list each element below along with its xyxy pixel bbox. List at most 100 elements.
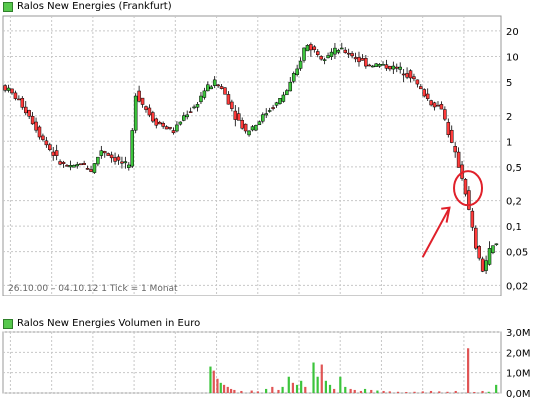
volume-legend: Ralos New Energies Volumen in Euro (3, 317, 200, 331)
price-legend-label: Ralos New Energies (Frankfurt) (17, 1, 172, 12)
volume-y-tick-label: 2,0M (506, 348, 531, 359)
volume-bar (376, 390, 379, 393)
candle-body (30, 116, 35, 125)
candle-body (432, 102, 437, 108)
candle-body (477, 246, 481, 259)
candle-body (336, 50, 341, 53)
volume-bar (438, 391, 441, 393)
candle-body (374, 63, 378, 67)
candle-body (151, 112, 155, 122)
volume-bar (216, 378, 219, 393)
candle-body (267, 110, 272, 112)
volume-bar (344, 386, 347, 393)
candle-body (319, 56, 323, 60)
volume-y-tick-label: 1,0M (506, 369, 531, 380)
date-range-info: 26.10.00 – 04.10.12 1 Tick = 1 Monat (8, 284, 178, 294)
candle-body (113, 157, 117, 162)
candle-body (127, 164, 131, 168)
candle-body (157, 121, 162, 125)
candle-body (429, 100, 433, 106)
candle-body (34, 121, 38, 131)
candle-body (68, 165, 73, 168)
volume-bar (219, 382, 222, 393)
candle-body (223, 87, 227, 95)
volume-bar (359, 390, 363, 393)
candle-body (278, 98, 282, 104)
price-legend: Ralos New Energies (Frankfurt) (3, 0, 172, 14)
candle-body (388, 66, 392, 70)
volume-plot-area (2, 331, 502, 394)
candle-body (175, 124, 179, 132)
candle-body (370, 65, 375, 68)
candle-body (92, 163, 97, 173)
volume-bar (487, 391, 490, 393)
candle-body (264, 113, 268, 116)
candle-body (212, 79, 217, 86)
candle-body (446, 122, 451, 135)
candle-body (51, 151, 55, 156)
volume-bar (271, 386, 274, 393)
candle-body (164, 126, 169, 130)
candle-body (154, 118, 159, 126)
candle-body (350, 53, 354, 57)
candle-body (109, 154, 114, 159)
volume-bar (226, 386, 229, 393)
candle-body (494, 243, 499, 246)
y-tick-label: 0,5 (506, 163, 522, 174)
candle-body (120, 161, 124, 164)
candle-body (305, 45, 310, 52)
candle-body (302, 47, 306, 61)
candle-body (353, 57, 358, 60)
volume-bar (281, 386, 284, 393)
candle-body (436, 104, 440, 107)
candle-body (147, 107, 152, 116)
candle-body (20, 98, 25, 108)
candle-body (99, 150, 104, 156)
candle-body (178, 121, 183, 125)
candle-body (185, 114, 189, 118)
volume-bar (405, 391, 408, 393)
candle-body (13, 92, 18, 99)
candle-body (367, 64, 372, 67)
volume-bars (209, 348, 498, 393)
candle-body (230, 101, 234, 109)
candle-body (405, 73, 409, 78)
volume-bar (446, 391, 449, 393)
volume-bar (396, 391, 400, 393)
candle-body (398, 66, 402, 70)
volume-legend-swatch (3, 319, 13, 329)
volume-bar (316, 376, 319, 393)
candle-body (377, 64, 382, 67)
candle-body (298, 60, 303, 69)
candle-body (182, 115, 186, 121)
candle-body (219, 86, 224, 89)
candle-body (209, 86, 214, 90)
volume-bar (295, 384, 299, 393)
candle-body (439, 104, 444, 110)
volume-bar (339, 376, 342, 393)
volume-y-tick-label: 0,0M (506, 389, 531, 400)
y-tick-label: 0,02 (506, 281, 528, 292)
candle-body (288, 81, 293, 92)
candle-body (474, 227, 478, 249)
volume-bar (353, 389, 356, 393)
candle-body (85, 168, 90, 170)
candle-body (309, 44, 313, 51)
candle-body (82, 163, 86, 165)
volume-bar (250, 390, 253, 393)
candle-body (480, 258, 485, 272)
candle-body (130, 130, 134, 167)
y-tick-label: 1 (506, 137, 512, 148)
volume-bar (495, 384, 498, 393)
candle-body (408, 70, 413, 79)
candle-body (10, 88, 14, 94)
candle-body (401, 73, 406, 76)
y-tick-label: 2 (506, 112, 512, 123)
candle-body (456, 151, 461, 168)
candle-body (3, 85, 7, 91)
candle-body (123, 161, 128, 164)
highlight-circle (453, 170, 484, 207)
candle-body (271, 107, 275, 109)
annotation-arrow (421, 207, 451, 258)
candle-body (257, 121, 262, 125)
